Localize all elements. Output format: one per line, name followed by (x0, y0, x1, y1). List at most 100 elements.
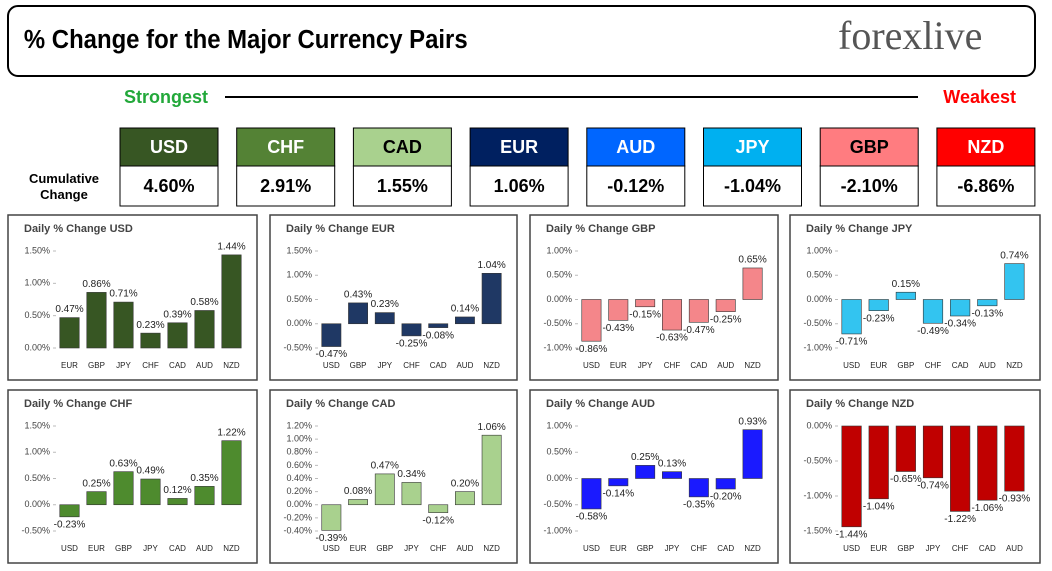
value-label: 0.14% (451, 304, 479, 315)
bar (950, 299, 971, 317)
tile-value: -0.12% (607, 176, 664, 196)
bar (608, 299, 629, 321)
bar (374, 312, 395, 325)
tile-currency: AUD (616, 137, 655, 157)
y-tick-label: 0.50% (546, 270, 572, 280)
page-title: % Change for the Major Currency Pairs (24, 25, 468, 54)
x-tick-label: CAD (952, 361, 969, 370)
chart-title: Daily % Change GBP (546, 223, 655, 235)
x-tick-label: CAD (979, 544, 996, 553)
y-tick-label: -0.20% (283, 512, 312, 522)
value-label: -0.12% (422, 515, 454, 526)
weakest-label: Weakest (943, 87, 1016, 107)
tile-header (352, 127, 452, 167)
y-tick-label: 1.00% (24, 278, 50, 288)
x-tick-label: AUD (456, 361, 473, 370)
value-label: 0.63% (109, 458, 137, 469)
logo: forexlive (838, 13, 982, 58)
tile-value-box (236, 165, 336, 207)
tile-value-box (586, 165, 686, 207)
tile-value-box (819, 165, 919, 207)
x-tick-label: EUR (61, 361, 78, 370)
y-tick-label: 0.50% (806, 270, 832, 280)
y-tick-label: 0.60% (286, 460, 312, 470)
value-label: -0.14% (602, 488, 634, 499)
y-tick-label: -0.40% (283, 525, 312, 535)
y-tick-label: 0.00% (286, 318, 312, 328)
value-label: 0.13% (658, 458, 686, 469)
value-label: -0.65% (890, 474, 922, 485)
value-label: -0.35% (683, 500, 715, 511)
tile-value: 4.60% (143, 176, 194, 196)
bar (581, 299, 602, 342)
bar (481, 273, 502, 325)
x-tick-label: USD (583, 544, 600, 553)
bar (455, 316, 475, 325)
bar (868, 425, 889, 500)
x-tick-label: JPY (926, 544, 941, 553)
y-tick-label: -1.00% (803, 490, 832, 500)
bar (688, 478, 709, 498)
bar (348, 302, 368, 325)
tile-header (119, 127, 219, 167)
y-tick-label: -0.50% (543, 318, 572, 328)
bar (635, 465, 656, 479)
tile-value-box (936, 165, 1036, 207)
bar (662, 299, 682, 331)
x-tick-label: JPY (404, 544, 419, 553)
bar (841, 425, 862, 528)
y-tick-label: -1.00% (543, 525, 572, 535)
value-label: -0.49% (917, 326, 949, 337)
value-label: -0.15% (629, 309, 661, 320)
x-tick-label: CAD (690, 361, 707, 370)
value-label: -0.13% (971, 308, 1003, 319)
value-label: 0.93% (738, 416, 766, 427)
value-label: 0.39% (163, 309, 191, 320)
tile-value: 1.06% (494, 176, 545, 196)
y-tick-label: 1.00% (546, 245, 572, 255)
x-tick-label: EUR (610, 361, 627, 370)
y-tick-label: 1.00% (286, 434, 312, 444)
x-tick-label: USD (323, 361, 340, 370)
value-label: -0.47% (316, 349, 348, 360)
value-label: 0.47% (55, 304, 83, 315)
bar (401, 482, 422, 506)
x-tick-label: CHF (952, 544, 969, 553)
x-tick-label: NZD (483, 361, 500, 370)
value-label: 0.12% (163, 485, 191, 496)
x-tick-label: GBP (897, 361, 914, 370)
x-tick-label: CHF (403, 361, 420, 370)
bar (742, 429, 763, 479)
x-tick-label: EUR (870, 544, 887, 553)
value-label: 1.44% (217, 242, 245, 253)
y-tick-label: -1.00% (803, 342, 832, 352)
x-tick-label: AUD (717, 361, 734, 370)
bar (374, 473, 395, 506)
value-label: 0.34% (397, 469, 425, 480)
x-tick-label: USD (843, 544, 860, 553)
bar (428, 504, 449, 513)
x-tick-label: CAD (169, 361, 186, 370)
tile-value-box (352, 165, 452, 207)
value-label: -0.93% (999, 494, 1031, 505)
bar (1004, 263, 1025, 300)
value-label: -0.39% (316, 533, 348, 544)
tile-value: -6.86% (957, 176, 1014, 196)
y-tick-label: 0.00% (546, 294, 572, 304)
bar (635, 299, 656, 308)
x-tick-label: USD (583, 361, 600, 370)
tile-value: -2.10% (841, 176, 898, 196)
bar (348, 499, 368, 506)
y-tick-label: 1.00% (546, 420, 572, 430)
y-tick-label: 1.50% (24, 420, 50, 430)
chart-title: Daily % Change NZD (806, 398, 914, 410)
value-label: 0.58% (190, 297, 218, 308)
value-label: 0.25% (82, 478, 110, 489)
bar (715, 478, 736, 490)
y-tick-label: 0.00% (806, 294, 832, 304)
value-label: -0.25% (396, 339, 428, 350)
x-tick-label: NZD (483, 544, 500, 553)
value-label: -0.71% (836, 337, 868, 348)
value-label: 0.65% (738, 255, 766, 266)
